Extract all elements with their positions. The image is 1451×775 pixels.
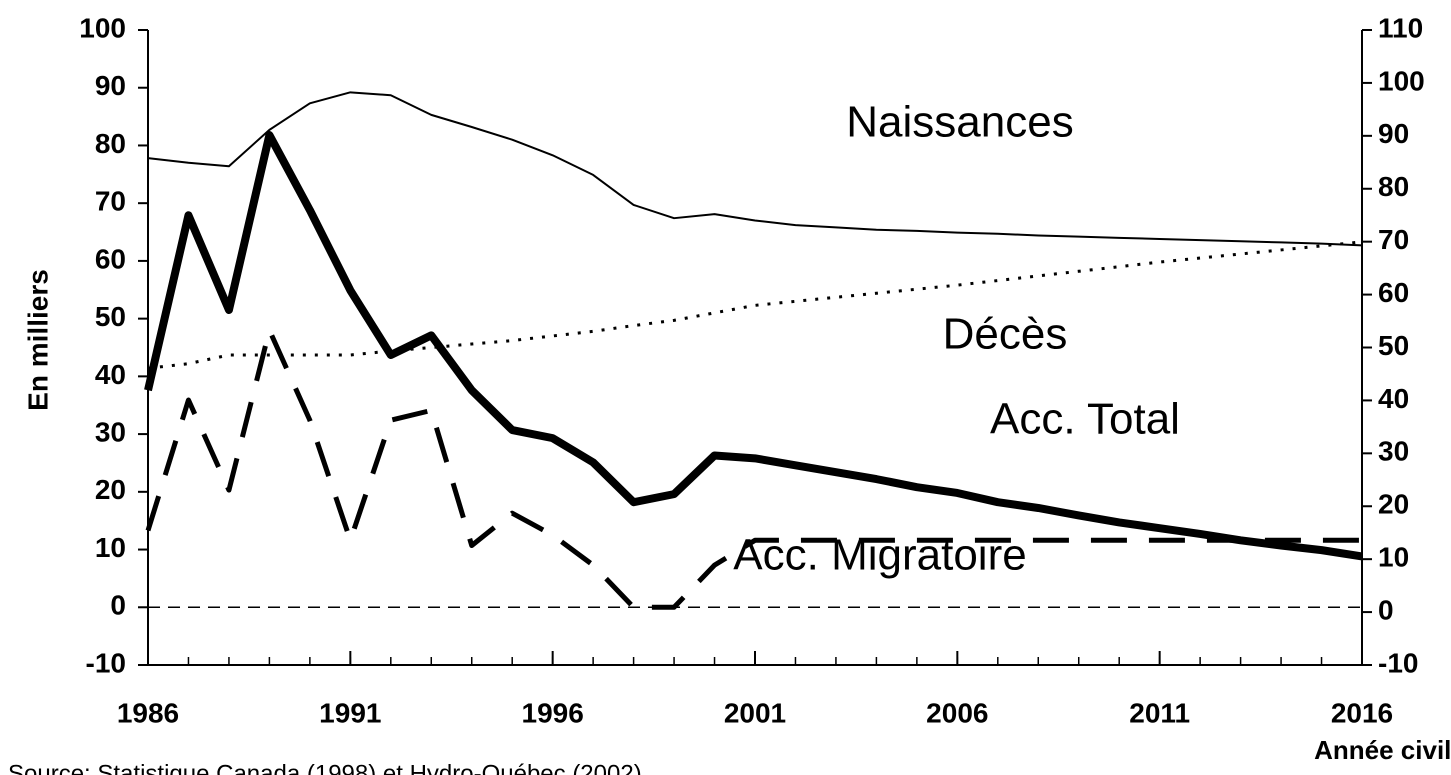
x-axis-label: Année civile xyxy=(1314,735,1451,765)
series-label: Acc. Total xyxy=(990,395,1180,444)
series-line xyxy=(147,240,1363,370)
series-label: Décès xyxy=(943,310,1068,359)
x-tick-label: 2006 xyxy=(926,697,988,728)
y2-tick-label: 70 xyxy=(1378,224,1409,255)
source: Source: Statistique Canada (1998) et Hyd… xyxy=(8,760,642,775)
y2-tick-label: 20 xyxy=(1378,489,1409,520)
series-line xyxy=(145,327,1362,610)
y-axis-label: En milliers xyxy=(22,269,53,411)
y-tick-label: 10 xyxy=(95,532,126,563)
y-tick-label: 40 xyxy=(95,359,126,390)
x-tick-label: 2001 xyxy=(724,697,786,728)
x-tick-label: 1991 xyxy=(319,697,381,728)
series-label: Acc. Migratoire xyxy=(733,531,1026,580)
y2-tick-label: 100 xyxy=(1378,65,1425,96)
x-tick-label: 2011 xyxy=(1129,697,1190,728)
series-line xyxy=(147,91,1363,247)
y2-tick-label: 30 xyxy=(1378,436,1409,467)
x-tick-label: 1986 xyxy=(117,697,179,728)
y2-tick-label: 0 xyxy=(1378,594,1394,625)
y2-tick-label: 80 xyxy=(1378,171,1409,202)
y-tick-label: 30 xyxy=(95,416,126,447)
y-tick-label: 70 xyxy=(95,186,126,217)
y2-tick-label: 90 xyxy=(1378,118,1409,149)
series-label: Naissances xyxy=(846,98,1073,147)
y-tick-label: 90 xyxy=(95,70,126,101)
y-tick-label: 80 xyxy=(95,128,126,159)
y-tick-label: 60 xyxy=(95,243,126,274)
y2-tick-label: 110 xyxy=(1378,12,1423,43)
y2-tick-label: 60 xyxy=(1378,277,1409,308)
y2-tick-label: 10 xyxy=(1378,542,1409,573)
y-tick-label: 0 xyxy=(110,590,126,621)
series-line xyxy=(144,131,1363,561)
y2-tick-label: 40 xyxy=(1378,383,1409,414)
y-tick-label: 50 xyxy=(95,301,126,332)
x-tick-label: 1996 xyxy=(522,697,584,728)
y-tick-label: 20 xyxy=(95,474,126,505)
y2-tick-label: -10 xyxy=(1378,647,1418,678)
y-tick-label: 100 xyxy=(79,12,126,43)
x-tick-label: 2016 xyxy=(1331,697,1393,728)
y-tick-label: -10 xyxy=(86,647,126,678)
y2-tick-label: 50 xyxy=(1378,330,1409,361)
